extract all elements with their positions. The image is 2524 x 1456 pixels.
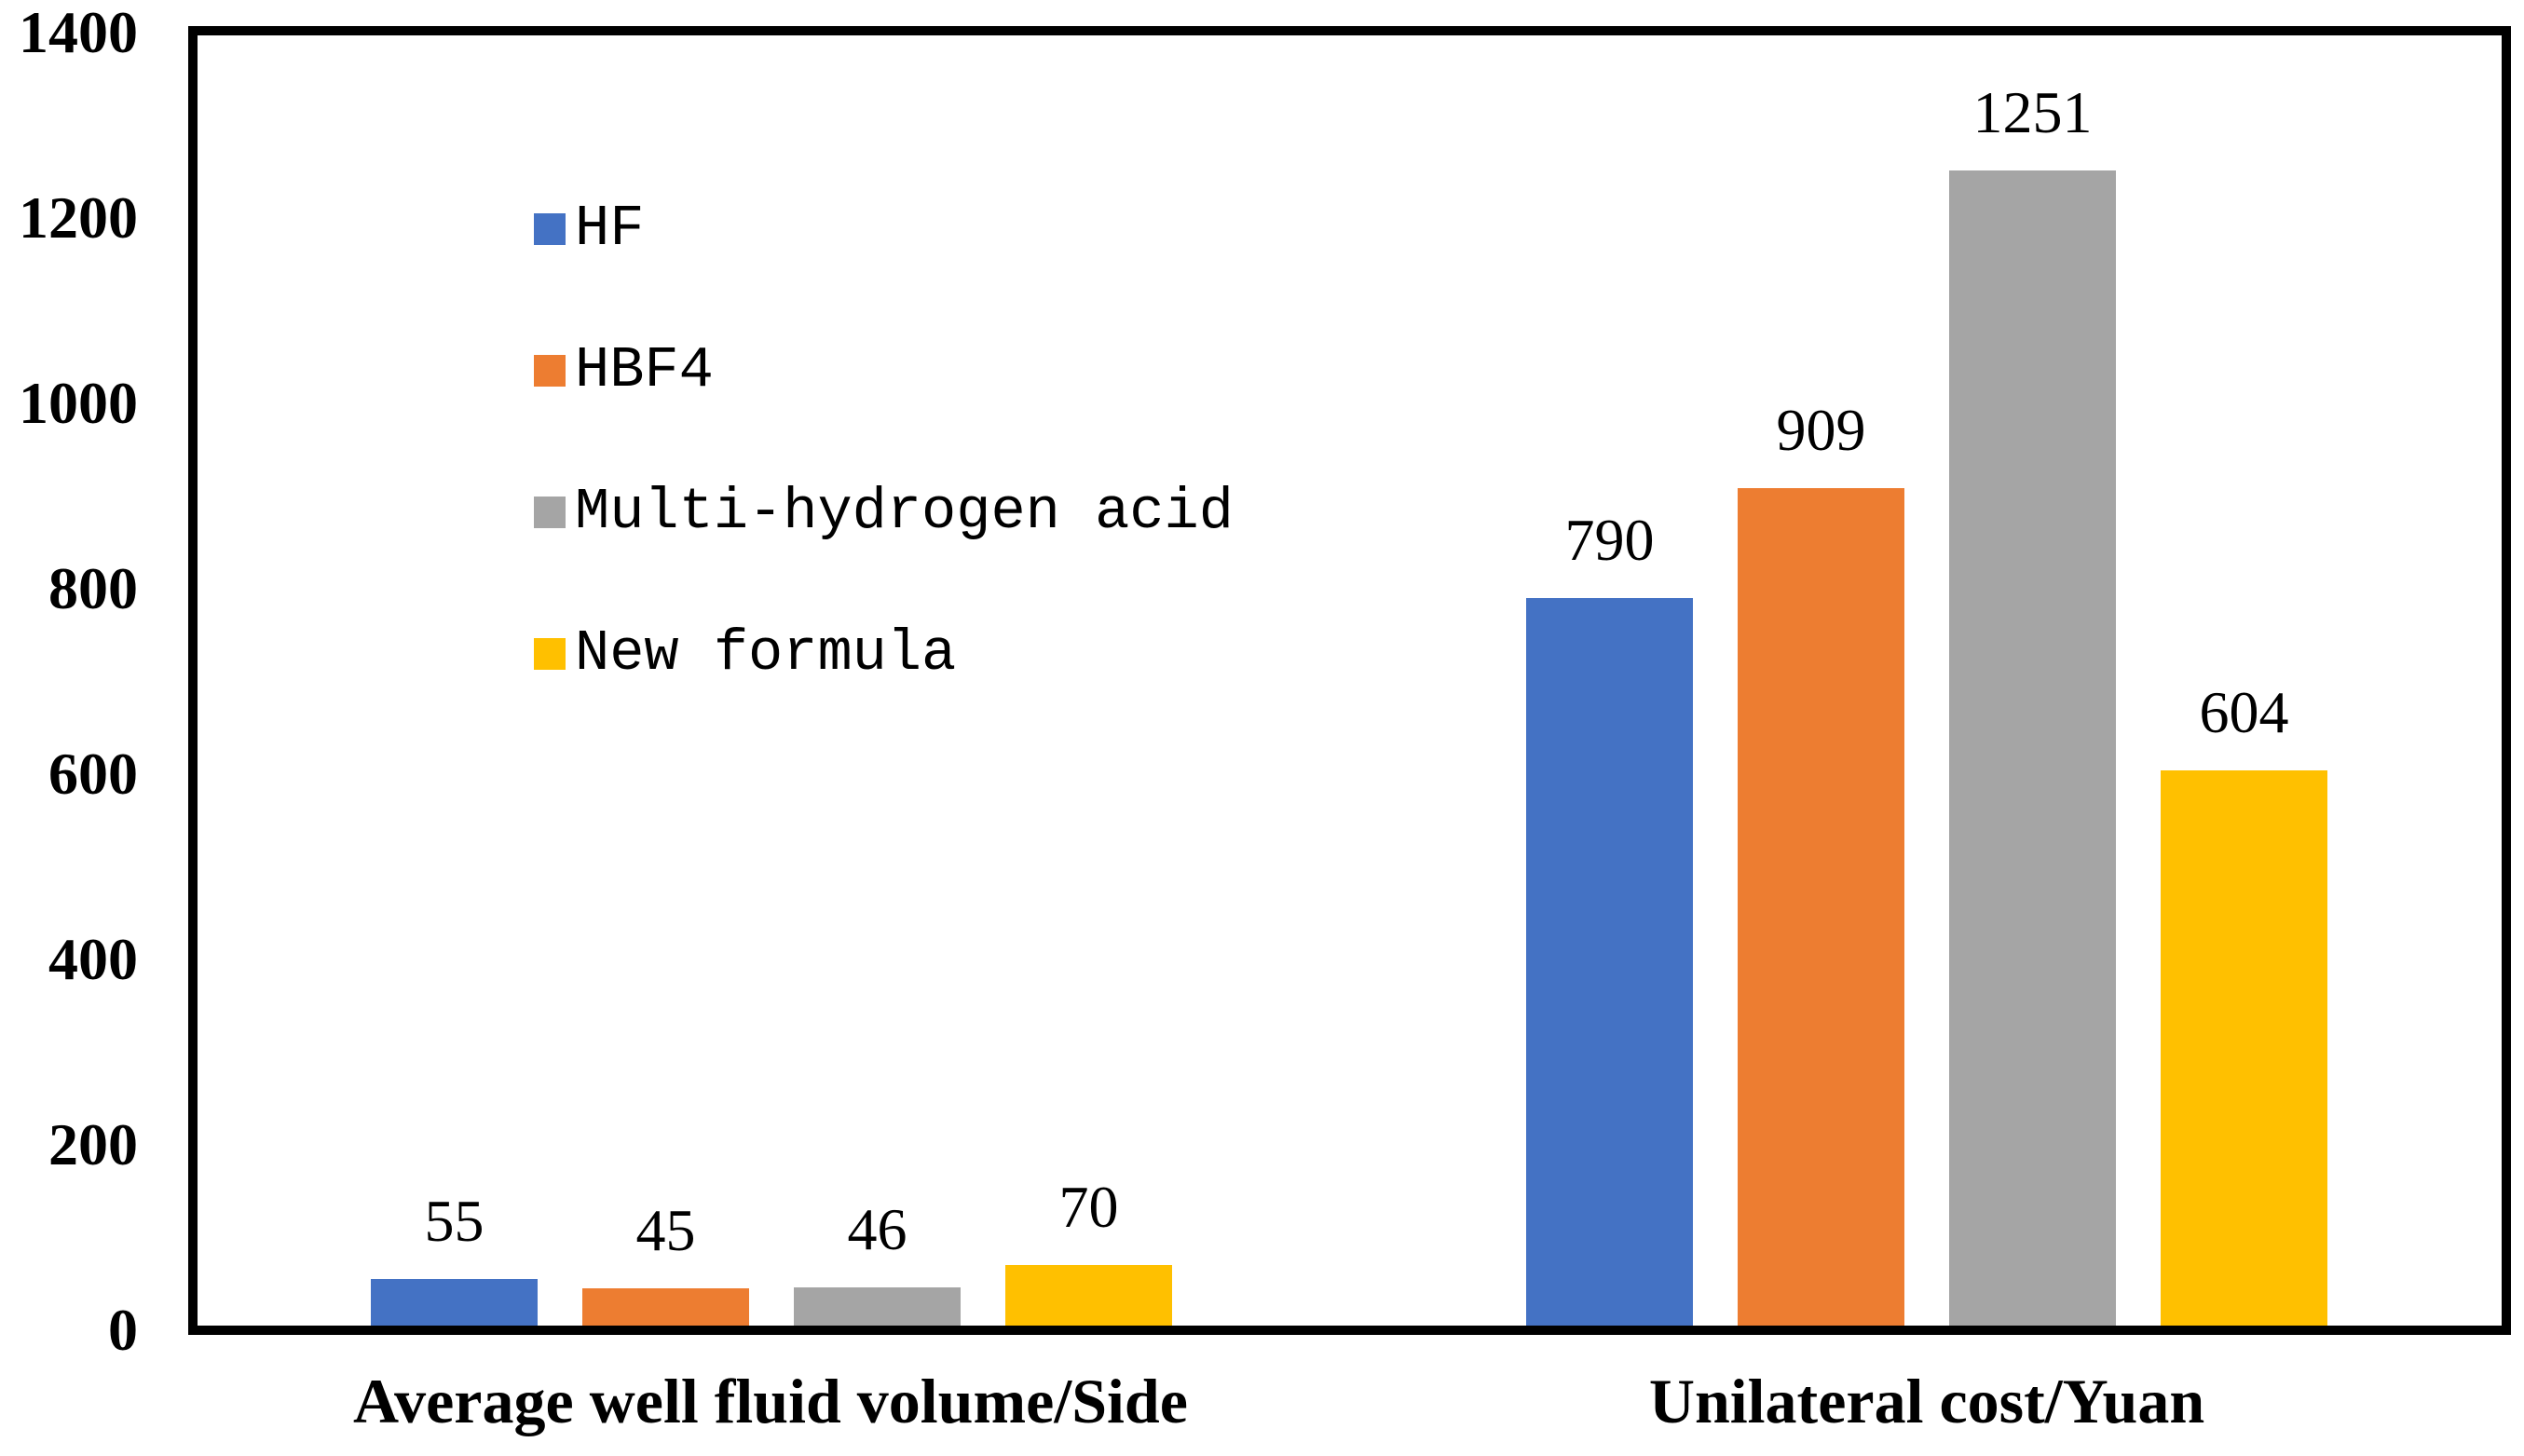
legend-swatch-icon [534, 638, 566, 670]
legend-item: Multi-hydrogen acid [534, 482, 1234, 543]
bar-multi-hydrogen-acid-group1 [1949, 170, 2116, 1326]
legend-label: New formula [575, 620, 957, 687]
y-axis-tick-label: 1400 [19, 0, 138, 65]
y-axis-tick-label: 200 [48, 1111, 138, 1177]
y-axis-tick-label: 0 [108, 1297, 138, 1363]
bar-multi-hydrogen-acid-group0 [794, 1287, 961, 1326]
y-axis-tick-label: 1200 [19, 184, 138, 251]
bar-new-formula-group1 [2161, 770, 2327, 1326]
category-label: Unilateral cost/Yuan [1648, 1366, 2205, 1436]
legend-item: New formula [534, 623, 956, 685]
legend-item: HBF4 [534, 340, 714, 401]
bar-new-formula-group0 [1005, 1265, 1172, 1326]
bar-value-label: 790 [1564, 506, 1655, 573]
bar-value-label: 70 [1058, 1174, 1119, 1241]
bar-value-label: 46 [847, 1196, 907, 1263]
legend-item: HF [534, 198, 644, 260]
bar-hbf4-group0 [582, 1288, 749, 1326]
bar-value-label: 55 [424, 1188, 484, 1255]
legend-swatch-icon [534, 497, 566, 528]
y-axis-tick-label: 400 [48, 926, 138, 992]
legend-swatch-icon [534, 355, 566, 387]
legend-label: Multi-hydrogen acid [575, 479, 1234, 545]
y-axis-tick-label: 1000 [19, 370, 138, 436]
bar-value-label: 909 [1776, 396, 1866, 463]
legend-label: HBF4 [575, 337, 714, 403]
y-axis-tick-label: 800 [48, 555, 138, 621]
bar-hbf4-group1 [1738, 487, 1904, 1326]
bar-hf-group0 [371, 1279, 538, 1326]
category-label: Average well fluid volume/Side [353, 1366, 1188, 1436]
legend-label: HF [575, 196, 645, 262]
bar-value-label: 1251 [1972, 79, 2093, 146]
bar-value-label: 45 [635, 1197, 696, 1264]
legend-swatch-icon [534, 213, 566, 245]
plot-area [188, 26, 2511, 1335]
bar-value-label: 604 [2199, 679, 2289, 746]
bar-hf-group1 [1526, 597, 1693, 1326]
y-axis-tick-label: 600 [48, 741, 138, 807]
